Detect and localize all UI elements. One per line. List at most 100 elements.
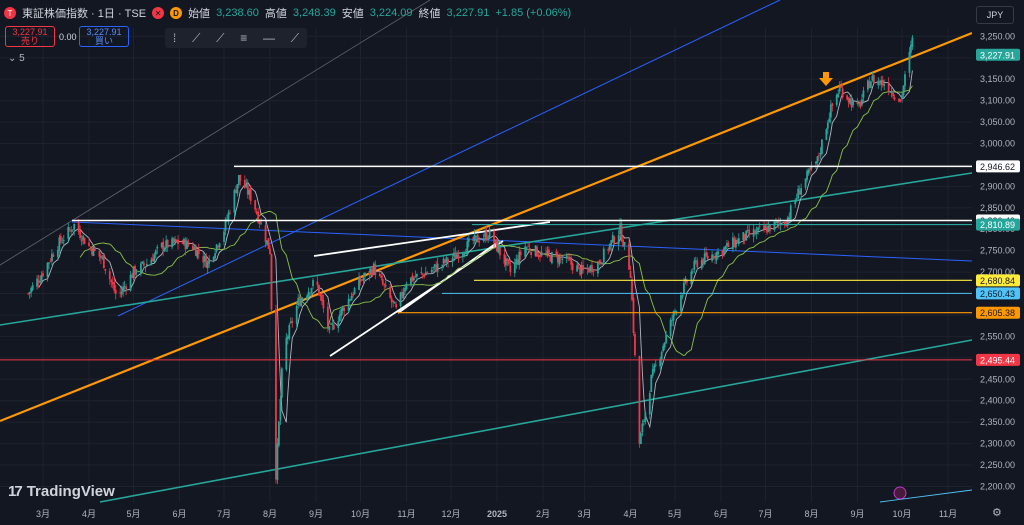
candle-body	[642, 421, 645, 422]
candle-body	[254, 200, 257, 210]
candle-body	[598, 260, 601, 264]
candle-body	[731, 237, 734, 250]
parallel-channel-tool-icon[interactable]: ≡	[240, 31, 248, 45]
candle-body	[79, 230, 82, 239]
candle-body	[31, 285, 34, 291]
candle-body	[576, 265, 579, 272]
currency-selector[interactable]: JPY	[976, 6, 1014, 24]
candle-body	[297, 298, 300, 306]
candle-body	[650, 374, 653, 392]
candle-body	[40, 275, 43, 281]
candle-body	[711, 254, 714, 261]
candle-body	[786, 217, 789, 226]
indicators-count: 5	[19, 53, 25, 64]
candle-body	[690, 271, 693, 285]
candle-body	[733, 238, 736, 247]
candle-body	[463, 253, 466, 255]
candle-body	[62, 240, 65, 242]
candle-body	[846, 95, 849, 100]
candle-body	[724, 246, 727, 250]
settings-gear-icon[interactable]: ⚙	[992, 507, 1002, 519]
candle-body	[662, 346, 665, 352]
candle-body	[234, 190, 237, 193]
time-tick-label: 5月	[127, 509, 141, 519]
ray-tool-icon[interactable]: ⟋	[216, 30, 225, 45]
candle-body	[269, 248, 271, 254]
candle-body	[404, 288, 406, 292]
candle-body	[902, 85, 905, 96]
candle-body	[795, 198, 798, 200]
price-axis[interactable]: 2,200.00 2,250.00 2,300.00 2,350.00 2,400.00…	[972, 0, 1024, 525]
price-level-badge	[976, 287, 1020, 300]
candle-body	[727, 243, 730, 248]
candle-body	[494, 239, 497, 242]
candle-body	[734, 239, 737, 248]
candle-body	[488, 228, 491, 239]
high-value: 3,248.39	[292, 7, 336, 19]
sell-button[interactable]: 3,227.91 売り	[5, 26, 55, 47]
candle-body	[644, 412, 647, 422]
horizontal-level-lines[interactable]	[0, 165, 972, 361]
candle-body	[613, 236, 616, 244]
candle-body	[48, 262, 50, 264]
candle-body	[442, 258, 445, 264]
candle-body	[316, 281, 319, 285]
drawn-trend-lines[interactable]	[0, 0, 973, 503]
candle-body	[119, 291, 122, 293]
candle-body	[186, 240, 188, 249]
candle-body	[736, 239, 739, 243]
price-level-badge	[976, 160, 1020, 173]
candle-body	[608, 243, 611, 250]
indicators-toggle[interactable]: ⌄ 5	[8, 53, 25, 64]
candle-body	[631, 279, 633, 300]
candle-body	[528, 248, 531, 252]
buy-button[interactable]: 3,227.91 買い	[79, 26, 129, 47]
candle-body	[83, 237, 86, 244]
candle-body	[628, 243, 630, 270]
candle-body	[599, 261, 602, 264]
candle-body	[98, 250, 101, 257]
candle-body	[172, 238, 175, 243]
candle-body	[871, 75, 874, 81]
time-axis[interactable]: 3月 4月 5月 6月 7月 8月 9月 10月 11月 12月 2025 2月 3月 4月 5月 6月 7月 8…	[36, 486, 957, 519]
candle-body	[46, 262, 49, 277]
candle-body	[51, 253, 53, 262]
candle-body	[516, 259, 519, 264]
candle-body	[310, 288, 313, 293]
candle-body	[588, 268, 590, 273]
candle-body	[306, 295, 309, 300]
price-tick-label: 3,100.00	[980, 96, 1015, 106]
candle-body	[205, 256, 208, 268]
extended-line-tool-icon[interactable]: ⟋	[290, 30, 300, 45]
candle-body	[788, 217, 791, 220]
candle-body	[270, 254, 273, 310]
symbol-title[interactable]: 東証株価指数 · 1日 · TSE	[22, 8, 147, 20]
drag-handle-icon[interactable]: ⁞	[172, 31, 177, 45]
time-tick-label: 8月	[805, 509, 819, 519]
candle-body	[706, 255, 709, 259]
price-level-badge-label: 2,946.62	[980, 162, 1015, 172]
candle-body	[399, 292, 402, 307]
candle-body	[591, 264, 593, 273]
low-label: 安値	[341, 8, 364, 20]
candle-body	[288, 325, 291, 339]
candle-body	[175, 239, 178, 242]
candle-body	[825, 129, 828, 140]
candle-body	[319, 294, 322, 297]
horizontal-ray-tool-icon[interactable]: —	[262, 31, 275, 45]
price-tick-label: 2,250.00	[980, 460, 1015, 470]
candle-body	[215, 244, 218, 252]
candle-body	[577, 264, 580, 266]
trend-line-tool-icon[interactable]: ⟋	[191, 30, 201, 45]
candle-body	[101, 256, 104, 258]
candle-body	[754, 230, 757, 235]
candle-body	[755, 230, 758, 234]
candle-body	[910, 44, 912, 53]
candle-body	[648, 393, 651, 415]
candle-body	[831, 103, 834, 107]
candle-body	[134, 265, 136, 275]
candle-body	[721, 250, 724, 256]
green-upper-trend-line	[0, 172, 973, 326]
candle-body	[329, 323, 332, 325]
